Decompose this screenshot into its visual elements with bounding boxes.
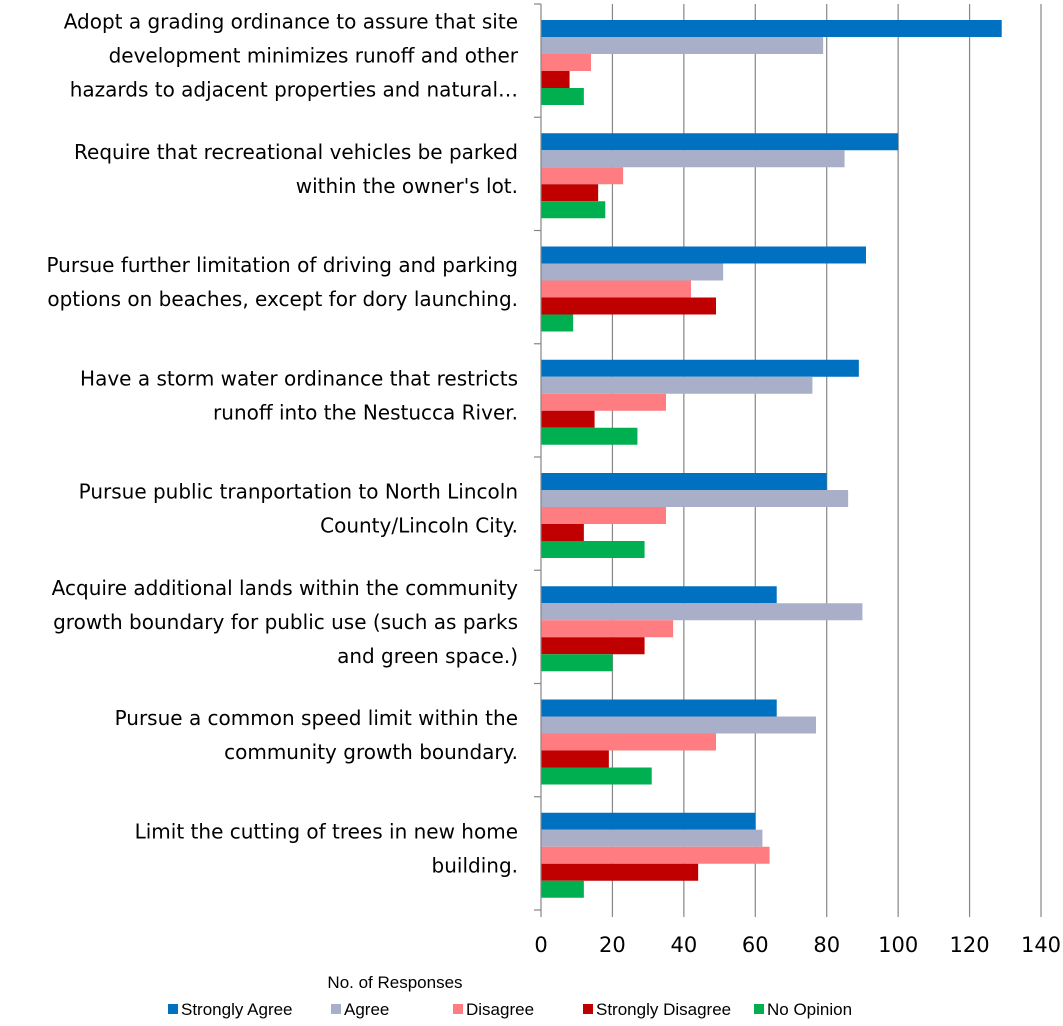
bar-disagree bbox=[541, 733, 716, 751]
bar-strongly-agree bbox=[541, 812, 756, 830]
x-tick-label: 80 bbox=[813, 933, 840, 957]
bar-strongly-disagree bbox=[541, 637, 645, 655]
legend-label: Strongly Disagree bbox=[596, 1000, 731, 1019]
bar-strongly-disagree bbox=[541, 297, 716, 315]
bar-no-opinion bbox=[541, 767, 652, 785]
bar-no-opinion bbox=[541, 541, 645, 558]
bar-strongly-agree bbox=[541, 473, 827, 490]
bar-agree bbox=[541, 829, 763, 847]
x-tick-label: 60 bbox=[742, 933, 769, 957]
bar-strongly-disagree bbox=[541, 524, 584, 541]
category-label: Require that recreational vehicles be pa… bbox=[74, 140, 518, 198]
bar-agree bbox=[541, 716, 816, 734]
bar-strongly-agree bbox=[541, 246, 866, 264]
category-label: Adopt a grading ordinance to assure that… bbox=[64, 10, 519, 102]
bar-strongly-disagree bbox=[541, 750, 609, 768]
bar-disagree bbox=[541, 167, 624, 185]
category-label: Pursue further limitation of driving and… bbox=[46, 253, 518, 311]
category-label: Acquire additional lands within the comm… bbox=[52, 576, 518, 668]
legend-label: Disagree bbox=[466, 1000, 534, 1019]
bar-strongly-disagree bbox=[541, 410, 595, 428]
legend-item-disagree: Disagree bbox=[453, 1000, 534, 1019]
x-axis bbox=[534, 3, 1042, 917]
bar-strongly-disagree bbox=[541, 71, 570, 88]
legend-item-no-opinion: No Opinion bbox=[754, 1000, 852, 1019]
bar-strongly-agree bbox=[541, 20, 1002, 37]
bar-strongly-agree bbox=[541, 359, 859, 377]
bar-no-opinion bbox=[541, 314, 574, 332]
legend-swatch bbox=[331, 1004, 341, 1014]
category-label: Pursue public tranportation to North Lin… bbox=[79, 480, 518, 538]
bar-agree bbox=[541, 603, 863, 621]
bar-strongly-agree bbox=[541, 133, 899, 151]
category-labels: Adopt a grading ordinance to assure that… bbox=[46, 10, 518, 878]
legend-swatch bbox=[583, 1004, 593, 1014]
legend-label: No Opinion bbox=[767, 1000, 852, 1019]
legend-swatch bbox=[453, 1004, 463, 1014]
bar-no-opinion bbox=[541, 201, 606, 219]
bar-agree bbox=[541, 490, 849, 507]
legend: Strongly Agree Agree Disagree Strongly Disa… bbox=[168, 1000, 852, 1019]
bar-disagree bbox=[541, 620, 674, 638]
bar-disagree bbox=[541, 393, 666, 411]
bar-no-opinion bbox=[541, 427, 638, 445]
x-tick-label: 120 bbox=[950, 933, 990, 957]
bar-agree bbox=[541, 150, 845, 168]
bar-strongly-agree bbox=[541, 699, 777, 717]
category-label: Limit the cutting of trees in new home bu… bbox=[135, 819, 518, 877]
legend-label: Strongly Agree bbox=[181, 1000, 293, 1019]
bar-strongly-agree bbox=[541, 586, 777, 604]
category-label: Have a storm water ordinance that restri… bbox=[80, 366, 518, 424]
bar-agree bbox=[541, 376, 813, 394]
x-tick-label: 40 bbox=[670, 933, 697, 957]
bar-disagree bbox=[541, 280, 691, 298]
x-tick-label: 0 bbox=[534, 933, 547, 957]
bar-strongly-disagree bbox=[541, 863, 699, 881]
legend-label: Agree bbox=[344, 1000, 389, 1019]
legend-item-agree: Agree bbox=[331, 1000, 389, 1019]
x-axis-title: No. of Responses bbox=[327, 973, 462, 992]
x-tick-labels: 0 20 40 60 80 100 120 140 bbox=[534, 933, 1061, 957]
bar-agree bbox=[541, 263, 724, 281]
bar-disagree bbox=[541, 507, 666, 524]
bar-strongly-disagree bbox=[541, 184, 599, 202]
bar-no-opinion bbox=[541, 88, 584, 105]
category-label: Pursue a common speed limit within the co… bbox=[115, 706, 518, 764]
x-tick-label: 140 bbox=[1021, 933, 1061, 957]
legend-item-strongly-agree: Strongly Agree bbox=[168, 1000, 293, 1019]
legend-item-strongly-disagree: Strongly Disagree bbox=[583, 1000, 731, 1019]
bar-disagree bbox=[541, 846, 770, 864]
legend-swatch bbox=[754, 1004, 764, 1014]
bar-no-opinion bbox=[541, 880, 584, 898]
bar-no-opinion bbox=[541, 654, 613, 672]
x-tick-label: 100 bbox=[878, 933, 918, 957]
legend-swatch bbox=[168, 1004, 178, 1014]
bar-disagree bbox=[541, 54, 591, 71]
bar-agree bbox=[541, 37, 824, 54]
x-tick-label: 20 bbox=[599, 933, 626, 957]
bars bbox=[541, 20, 1002, 898]
